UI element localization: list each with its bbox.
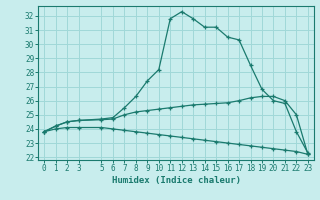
X-axis label: Humidex (Indice chaleur): Humidex (Indice chaleur) bbox=[111, 176, 241, 185]
